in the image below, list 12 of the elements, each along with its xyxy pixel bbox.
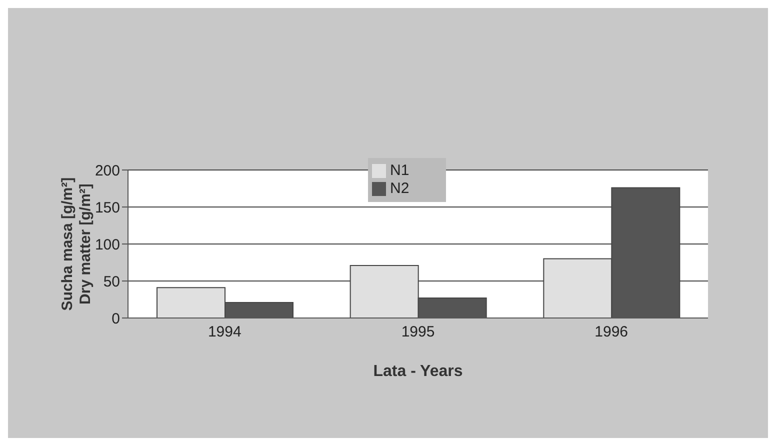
x-axis-title: Lata - Years bbox=[373, 363, 463, 380]
x-tick-label: 1996 bbox=[594, 324, 628, 341]
legend-label: N1 bbox=[390, 162, 410, 179]
x-tick-label: 1995 bbox=[401, 324, 435, 341]
x-tick-label: 1994 bbox=[208, 324, 242, 341]
y-tick-label: 150 bbox=[94, 199, 120, 216]
y-tick-label: 0 bbox=[112, 310, 120, 328]
y-tick-label: 100 bbox=[94, 236, 120, 254]
legend-label: N2 bbox=[390, 180, 410, 197]
y-axis-title: Sucha masa [g/m²] Dry matter [g/m²] bbox=[59, 177, 94, 311]
y-tick-label: 200 bbox=[94, 162, 120, 180]
y-tick-label: 50 bbox=[103, 273, 120, 290]
